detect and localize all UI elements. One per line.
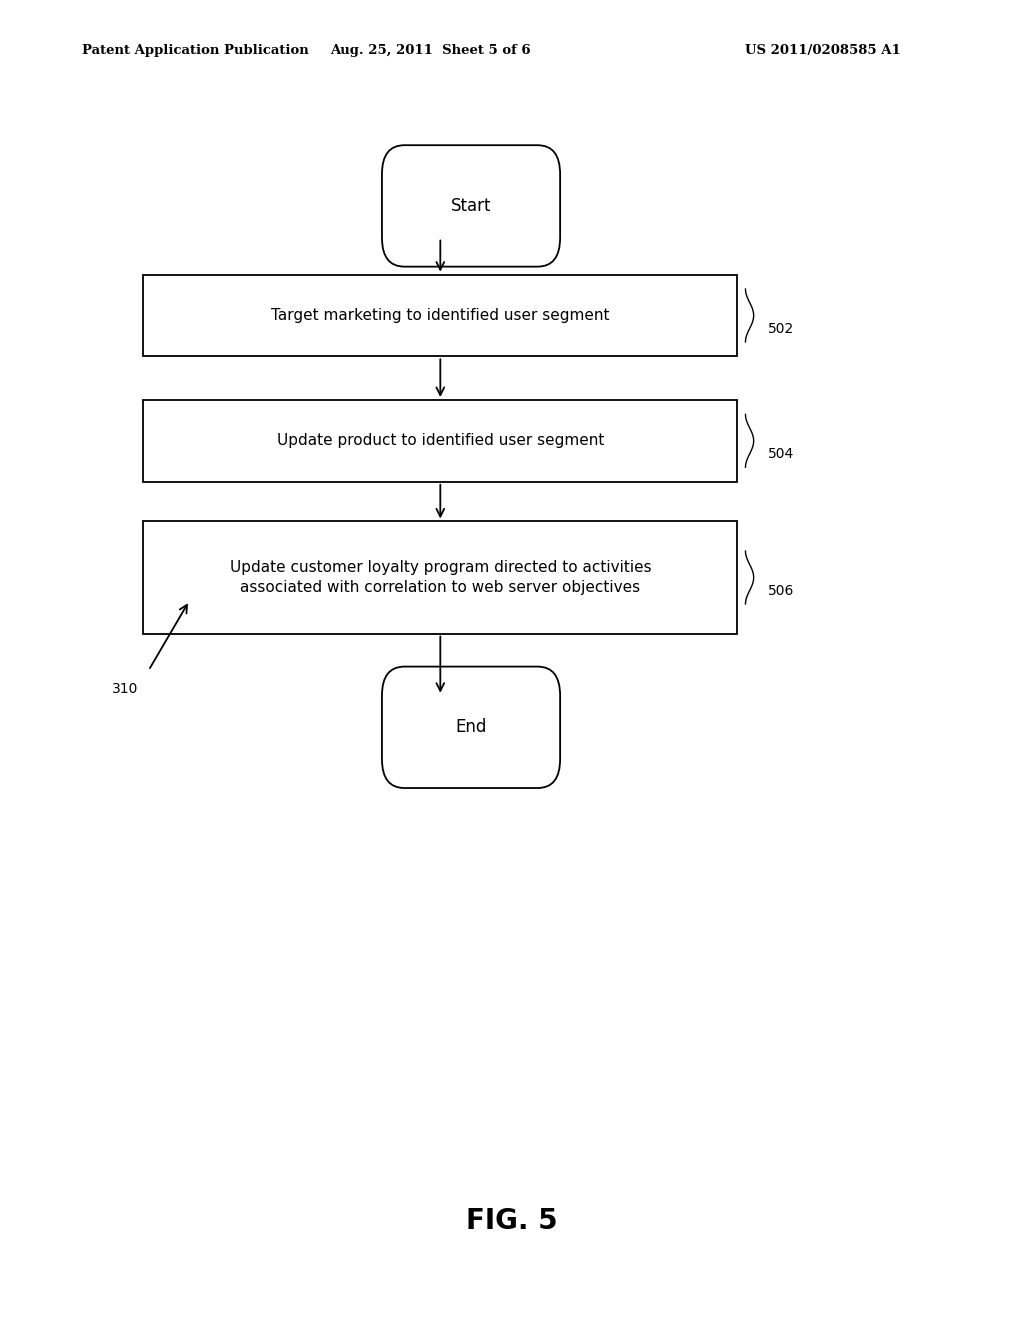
Text: Update product to identified user segment: Update product to identified user segmen… (276, 433, 604, 449)
Text: 504: 504 (768, 447, 795, 461)
Text: US 2011/0208585 A1: US 2011/0208585 A1 (745, 44, 901, 57)
Text: Target marketing to identified user segment: Target marketing to identified user segm… (271, 308, 609, 323)
Text: Update customer loyalty program directed to activities
associated with correlati: Update customer loyalty program directed… (229, 560, 651, 595)
FancyBboxPatch shape (382, 667, 560, 788)
Text: Aug. 25, 2011  Sheet 5 of 6: Aug. 25, 2011 Sheet 5 of 6 (330, 44, 530, 57)
Text: 502: 502 (768, 322, 795, 335)
Bar (143, 400, 737, 482)
Text: 506: 506 (768, 583, 795, 598)
Bar (143, 275, 737, 356)
Text: Start: Start (451, 197, 492, 215)
Text: FIG. 5: FIG. 5 (466, 1206, 558, 1236)
Bar (143, 521, 737, 634)
Text: 310: 310 (112, 682, 138, 696)
FancyBboxPatch shape (382, 145, 560, 267)
Text: End: End (456, 718, 486, 737)
Text: Patent Application Publication: Patent Application Publication (82, 44, 308, 57)
